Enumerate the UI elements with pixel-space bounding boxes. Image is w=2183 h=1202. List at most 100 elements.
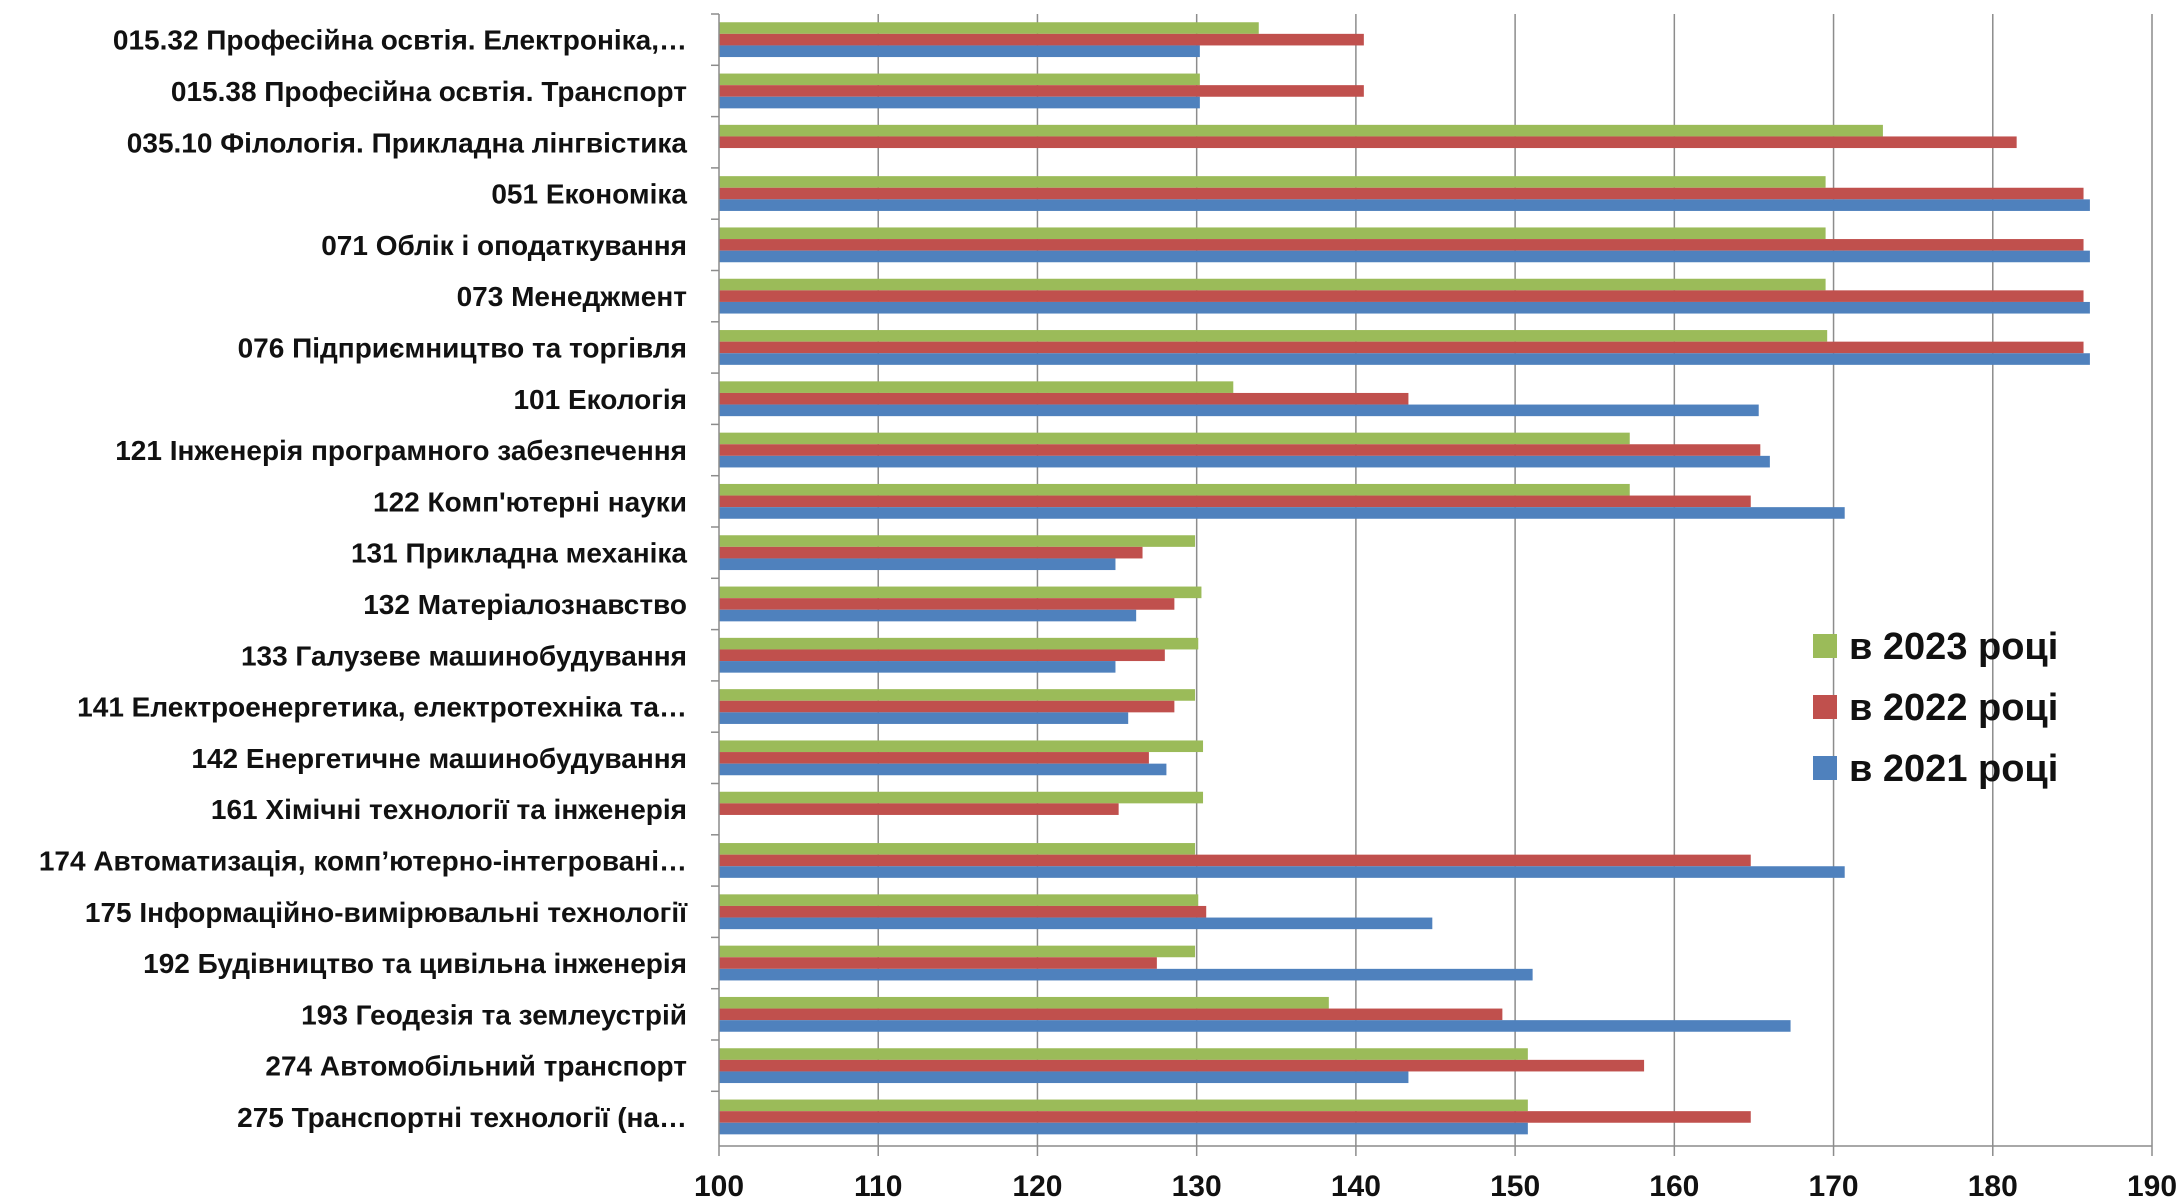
x-tick-label: 190 [2127,1170,2177,1202]
category-label: 161 Хімічні технології та інженерія [211,794,687,825]
category-label: 101 Екологія [513,384,687,415]
bar-2021 [719,609,1137,622]
x-tick-label: 140 [1331,1170,1381,1202]
bar-2021 [719,866,1845,878]
bar-2022 [719,239,2084,251]
bar-2023 [719,381,1234,393]
x-tick-label: 120 [1012,1170,1062,1202]
bar-2023 [719,1099,1528,1112]
bars [719,22,2090,1135]
bar-2023 [719,483,1630,496]
bar-2022 [719,649,1165,662]
bar-2022 [719,341,2084,354]
bar-2021 [719,1071,1409,1084]
bar-2022 [719,392,1409,405]
bar-2021 [719,250,2090,263]
legend-label: в 2023 році [1849,626,2058,668]
bar-2022 [719,957,1157,969]
legend-swatch [1813,756,1837,780]
bar-2022 [719,33,1364,46]
category-label: 175 Інформаційно-вимірювальні технології [85,897,688,928]
category-labels: 015.32 Професійна освтія. Електроніка,… 0… [39,25,688,1133]
bar-2021 [719,661,1116,673]
x-tick-label: 150 [1490,1170,1540,1202]
category-label: 121 Інженерія програмного забезпечення [115,435,687,466]
bar-2021 [719,199,2090,211]
bar-2022 [719,495,1751,508]
bar-2023 [719,124,1883,137]
x-tick-label: 180 [1968,1170,2018,1202]
bar-2023 [719,278,1826,291]
bar-2021 [719,968,1533,981]
bar-2021 [719,1020,1791,1032]
bar-2023 [719,535,1196,547]
category-label: 141 Електроенергетика, електротехніка та… [77,692,687,723]
legend-label: в 2022 році [1849,687,2058,729]
bar-2022 [719,1111,1751,1123]
category-label: 051 Економіка [491,179,687,210]
bar-2022 [719,546,1143,559]
category-label: 133 Галузеве машинобудування [241,640,687,671]
bar-2023 [719,996,1329,1009]
category-label: 193 Геодезія та землеустрій [301,999,687,1030]
bar-2021 [719,1122,1528,1135]
bar-2023 [719,227,1826,240]
bar-2023 [719,894,1199,906]
bar-2023 [719,330,1828,342]
legend: в 2023 році в 2022 році в 2021 році [1813,626,2058,790]
category-label: 131 Прикладна механіка [351,538,687,569]
category-label: 076 Підприємництво та торгівля [238,332,687,363]
bar-2021 [719,96,1200,109]
bar-2023 [719,1048,1528,1060]
legend-label: в 2021 році [1849,748,2058,790]
category-label: 035.10 Філологія. Прикладна лінгвістика [127,127,688,158]
bar-2022 [719,136,2017,149]
bar-2022 [719,803,1119,815]
bar-2022 [719,187,2084,200]
category-label: 274 Автомобільний транспорт [265,1051,687,1082]
bar-2021 [719,301,2090,314]
category-label: 122 Комп'ютерні науки [373,486,687,517]
category-label: 015.32 Професійна освтія. Електроніка,… [113,25,687,56]
x-tick-label: 100 [694,1170,744,1202]
bar-2022 [719,290,2084,302]
bar-2023 [719,586,1202,599]
bar-2021 [719,404,1759,417]
bar-2023 [719,22,1259,34]
x-tick-labels: 100 110 120 130 140 150 160 170 180 190 [694,1170,2177,1202]
bar-2021 [719,712,1129,724]
category-label: 192 Будівництво та цивільна інженерія [143,948,687,979]
bar-2022 [719,1059,1645,1072]
bar-2021 [719,917,1433,930]
bar-2021 [719,45,1200,58]
x-tick-label: 110 [854,1170,902,1202]
bar-2023 [719,689,1196,701]
bar-2022 [719,598,1175,610]
bar-2023 [719,791,1204,804]
x-tick-label: 130 [1172,1170,1222,1202]
bar-2023 [719,945,1196,958]
bar-2023 [719,740,1204,753]
bar-2021 [719,763,1167,776]
bar-2021 [719,353,2090,365]
category-label: 132 Матеріалознавство [363,589,687,620]
legend-swatch [1813,634,1837,658]
x-tick-label: 160 [1649,1170,1699,1202]
bar-2022 [719,854,1751,867]
category-label: 015.38 Професійна освтія. Транспорт [171,76,687,107]
bar-2023 [719,73,1200,86]
category-label: 174 Автоматизація, комп’ютерно-інтегрова… [39,845,687,876]
legend-swatch [1813,695,1837,719]
bar-2022 [719,700,1175,713]
category-label: 275 Транспортні технології (на… [237,1102,687,1133]
bar-2021 [719,507,1845,519]
bar-2022 [719,905,1207,918]
bar-2022 [719,1008,1503,1021]
bar-2023 [719,432,1630,445]
x-tick-label: 170 [1809,1170,1859,1202]
bar-2023 [719,176,1826,188]
bar-2023 [719,637,1199,650]
bar-2022 [719,752,1149,764]
